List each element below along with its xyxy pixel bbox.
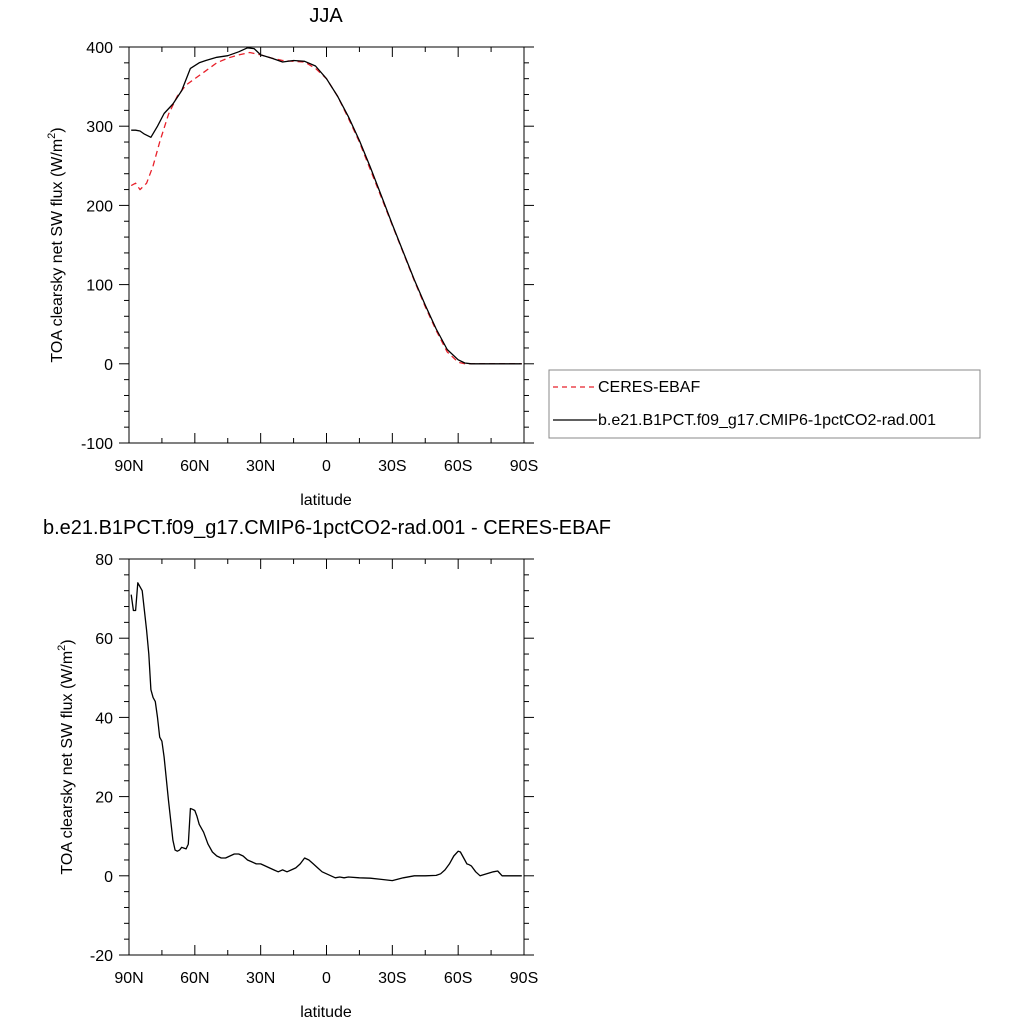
top-chart-title: JJA	[309, 5, 343, 27]
legend-label-model: b.e21.B1PCT.f09_g17.CMIP6-1pctCO2-rad.00…	[598, 412, 936, 429]
y-tick-label: 20	[95, 790, 113, 807]
y-tick-label: -100	[81, 436, 113, 453]
y-tick-label: 0	[104, 357, 113, 374]
bottom-axis-ticks: 90N 60N 30N 0 30S 60S 90S -20 0 20 40 60 80	[90, 552, 538, 987]
y-tick-label: 200	[86, 198, 113, 215]
y-tick-label: -20	[90, 948, 113, 965]
top-plot-frame	[128, 46, 525, 444]
top-panel: JJA 90N 60N 30N 0 30S 60S 90S -100 0 100 200 300 400…	[46, 5, 981, 509]
x-tick-label: 30S	[378, 458, 406, 475]
y-tick-label: 400	[86, 40, 113, 57]
bottom-y-axis-label: TOA clearsky net SW flux (W/m2)	[56, 639, 76, 874]
top-y-axis-label: TOA clearsky net SW flux (W/m2)	[46, 127, 66, 362]
y-tick-label: 40	[95, 710, 113, 727]
bottom-x-axis-label: latitude	[300, 1004, 352, 1021]
bottom-chart-title: b.e21.B1PCT.f09_g17.CMIP6-1pctCO2-rad.00…	[43, 517, 611, 539]
bottom-panel: b.e21.B1PCT.f09_g17.CMIP6-1pctCO2-rad.00…	[43, 517, 611, 1021]
top-plot-lines	[130, 47, 522, 365]
series-line-0	[130, 51, 522, 365]
y-tick-label: 80	[95, 552, 113, 569]
x-tick-label: 60N	[180, 970, 209, 987]
x-tick-label: 90S	[510, 458, 538, 475]
y-tick-label: 300	[86, 119, 113, 136]
bottom-plot-lines	[130, 582, 522, 882]
x-tick-label: 90N	[114, 458, 143, 475]
x-tick-label: 30N	[246, 970, 275, 987]
top-x-axis-label: latitude	[300, 492, 352, 509]
x-tick-label: 60S	[444, 458, 472, 475]
y-tick-label: 0	[104, 869, 113, 886]
x-tick-label: 0	[322, 970, 331, 987]
x-tick-label: 30N	[246, 458, 275, 475]
series-line-0	[130, 582, 522, 882]
x-tick-label: 30S	[378, 970, 406, 987]
series-line-1	[131, 47, 522, 365]
x-tick-label: 0	[322, 458, 331, 475]
x-tick-label: 90S	[510, 970, 538, 987]
bottom-plot-frame	[128, 558, 525, 956]
x-tick-label: 60S	[444, 970, 472, 987]
y-tick-label: 100	[86, 278, 113, 295]
legend-box	[548, 369, 981, 439]
legend-label-ceres: CERES-EBAF	[598, 379, 700, 396]
x-tick-label: 90N	[114, 970, 143, 987]
x-tick-label: 60N	[180, 458, 209, 475]
top-axis-ticks: 90N 60N 30N 0 30S 60S 90S -100 0 100 200 300 400	[81, 40, 538, 475]
legend: CERES-EBAF b.e21.B1PCT.f09_g17.CMIP6-1pc…	[548, 369, 981, 439]
y-tick-label: 60	[95, 631, 113, 648]
